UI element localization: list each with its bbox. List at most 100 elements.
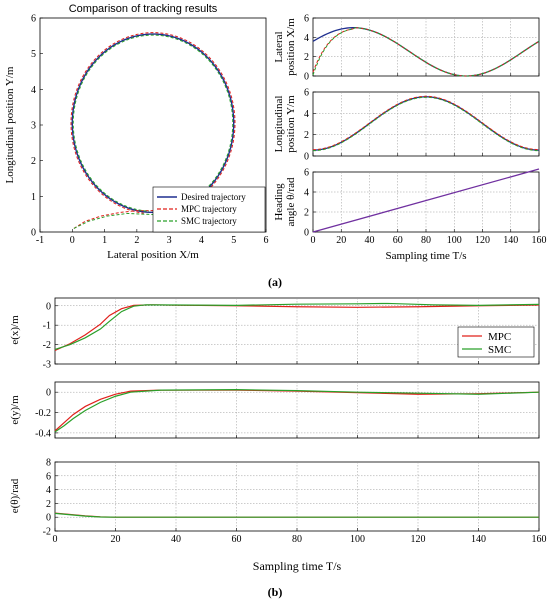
y-tick-label: 4 — [304, 109, 309, 120]
y-axis-label: e(x)/m — [9, 315, 21, 345]
tick-labels: -3 -2 -1 0 — [43, 301, 540, 371]
smc-error-line — [54, 302, 540, 351]
series-lines — [312, 27, 540, 77]
x-tick-label: 20 — [111, 534, 121, 545]
x-tick-label: 120 — [411, 534, 426, 545]
y-axis-label-line1: Heading — [273, 183, 285, 221]
y-tick-label: 0 — [304, 152, 309, 163]
x-tick-label: 4 — [199, 235, 204, 246]
x-tick-label: 100 — [350, 534, 365, 545]
y-tick-label: 0 — [304, 228, 309, 239]
longitudinal-position-chart: 0 2 4 6 Longitudinal position Y/m — [273, 88, 540, 163]
lateral-series-line — [312, 27, 540, 77]
lateral-position-chart: 0 2 4 6 Lateral position X/m — [273, 14, 540, 83]
x-axis-label: Sampling time T/s — [385, 250, 466, 262]
x-tick-label: 80 — [292, 534, 302, 545]
y-tick-label: 2 — [304, 208, 309, 219]
legend-label-smc: SMC — [488, 344, 511, 356]
legend: MPC SMC — [457, 326, 535, 358]
tick-labels: 0 2 4 6 — [304, 14, 540, 83]
y-tick-label: 6 — [304, 14, 309, 25]
tick-labels: 0 20 40 60 80 100 120 140 160 0 2 4 6 — [304, 168, 547, 247]
y-axis-label-line1: Longitudinal — [273, 96, 285, 153]
x-tick-label: 3 — [167, 235, 172, 246]
smc-trajectory-line — [72, 34, 234, 229]
smc-error-line — [54, 512, 539, 518]
y-tick-label: 4 — [31, 85, 36, 96]
y-tick-label: 3 — [31, 121, 36, 132]
y-tick-label: 6 — [304, 168, 309, 179]
smc-error-line — [54, 389, 540, 433]
longitudinal-series-line — [312, 96, 540, 152]
error-x-chart: -3 -2 -1 0 e(x)/m MPC SMC — [9, 297, 540, 371]
y-tick-label: 0 — [46, 388, 51, 399]
x-tick-label: 60 — [232, 534, 242, 545]
y-axis-label: e(θ)/rad — [9, 478, 21, 513]
x-tick-label: 80 — [421, 235, 431, 246]
x-tick-label: 2 — [134, 235, 139, 246]
x-tick-label: 60 — [393, 235, 403, 246]
x-tick-label: 160 — [532, 235, 547, 246]
y-tick-label: 4 — [304, 188, 309, 199]
legend-box — [457, 326, 535, 358]
chart-title: Comparison of tracking results — [69, 3, 218, 15]
grid — [313, 18, 539, 76]
legend-label-desired: Desired trajectory — [181, 192, 246, 202]
y-tick-label: 0 — [31, 228, 36, 239]
longitudinal-series-line — [312, 95, 540, 151]
y-tick-label: -2 — [43, 340, 51, 351]
y-tick-label: 0 — [304, 72, 309, 83]
x-tick-label: 5 — [231, 235, 236, 246]
x-tick-label: 100 — [447, 235, 462, 246]
x-tick-label: 140 — [503, 235, 518, 246]
caption-b: (b) — [268, 585, 283, 599]
series-lines — [54, 389, 540, 433]
y-tick-label: 4 — [304, 33, 309, 44]
y-tick-label: -0.2 — [35, 408, 51, 419]
legend-label-mpc: MPC — [488, 331, 511, 343]
legend-label-smc: SMC trajectory — [181, 216, 237, 226]
y-axis-label: Longitudinal position Y/m — [4, 66, 16, 183]
tick-labels: -0.4 -0.2 0 — [35, 388, 540, 439]
y-tick-label: 2 — [304, 130, 309, 141]
y-axis-label-line1: Lateral — [273, 31, 285, 62]
x-tick-label: 40 — [365, 235, 375, 246]
y-tick-label: 6 — [31, 14, 36, 25]
x-tick-label: -1 — [36, 235, 44, 246]
x-tick-label: 160 — [532, 534, 547, 545]
series-lines — [54, 512, 539, 518]
series-lines — [54, 302, 540, 351]
series-lines — [312, 95, 540, 152]
legend: Desired trajectory MPC trajectory SMC tr… — [152, 186, 266, 233]
grid — [313, 172, 539, 232]
y-tick-label: 2 — [31, 156, 36, 167]
y-tick-label: -3 — [43, 360, 51, 371]
y-tick-label: 0 — [46, 513, 51, 524]
x-tick-label: 6 — [264, 235, 269, 246]
plot-frame — [312, 91, 540, 157]
y-tick-label: 0 — [46, 301, 51, 312]
tick-labels: 0 2 4 6 — [304, 88, 540, 163]
x-tick-label: 0 — [53, 534, 58, 545]
y-axis-label-line2: position Y/m — [285, 95, 297, 153]
x-tick-label: 120 — [475, 235, 490, 246]
legend-label-mpc: MPC trajectory — [181, 204, 237, 214]
x-axis-label: Sampling time T/s — [253, 559, 342, 573]
trajectory-chart: Comparison of tracking results -1 0 1 2 3 4 5 6… — [4, 3, 269, 261]
y-tick-label: 6 — [46, 471, 51, 482]
y-tick-label: 5 — [31, 49, 36, 60]
y-tick-label: -2 — [43, 527, 51, 538]
y-tick-label: -0.4 — [35, 428, 51, 439]
y-tick-label: 2 — [46, 499, 51, 510]
y-tick-label: 2 — [304, 52, 309, 63]
y-tick-label: 4 — [46, 485, 51, 496]
y-axis-label-line2: angle θ/rad — [285, 177, 297, 226]
y-tick-label: 8 — [46, 458, 51, 469]
y-tick-label: -1 — [43, 321, 51, 332]
mpc-trajectory-line — [70, 32, 236, 229]
x-tick-label: 1 — [102, 235, 107, 246]
x-tick-label: 0 — [70, 235, 75, 246]
